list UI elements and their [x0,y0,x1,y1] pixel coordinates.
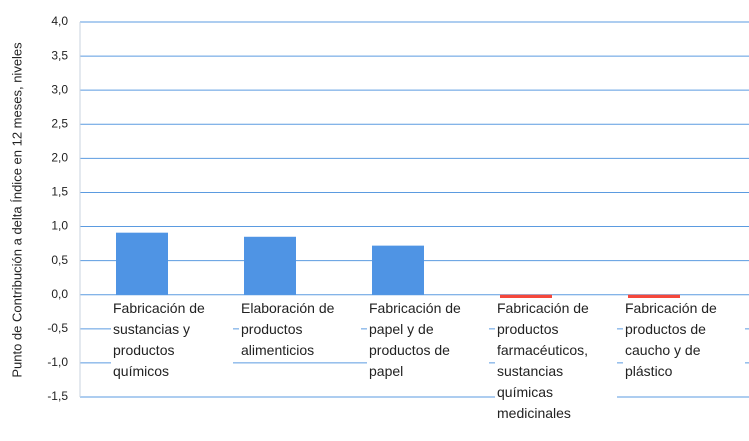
x-tick-label: Fabricación de sustancias y productos qu… [111,297,233,382]
x-tick-label: Fabricación de papel y de productos de p… [367,297,489,382]
y-tick-label: 3,0 [51,82,68,96]
x-tick-label: Fabricación de productos de caucho y de … [623,297,745,382]
y-tick-label: 2,5 [51,116,68,130]
y-tick-label: 0,5 [51,253,68,267]
y-tick-label: 1,5 [51,185,68,199]
bar [116,232,168,295]
bar [372,245,424,295]
y-tick-label: -1,0 [47,355,68,369]
y-tick-label: 1,0 [51,219,68,233]
x-tick-label: Elaboración de productos alimenticios [239,297,361,361]
y-tick-label: 3,5 [51,48,68,62]
y-tick-label: 4,0 [51,14,68,28]
y-tick-label: -0,5 [47,321,68,335]
y-axis-label: Punto de Contribución a delta Índice en … [9,42,24,378]
y-tick-label: -1,5 [47,389,68,403]
y-tick-label: 0,0 [51,287,68,301]
bar [244,236,296,295]
y-tick-label: 2,0 [51,151,68,165]
x-tick-label: Fabricación de productos farmacéuticos, … [495,297,617,424]
